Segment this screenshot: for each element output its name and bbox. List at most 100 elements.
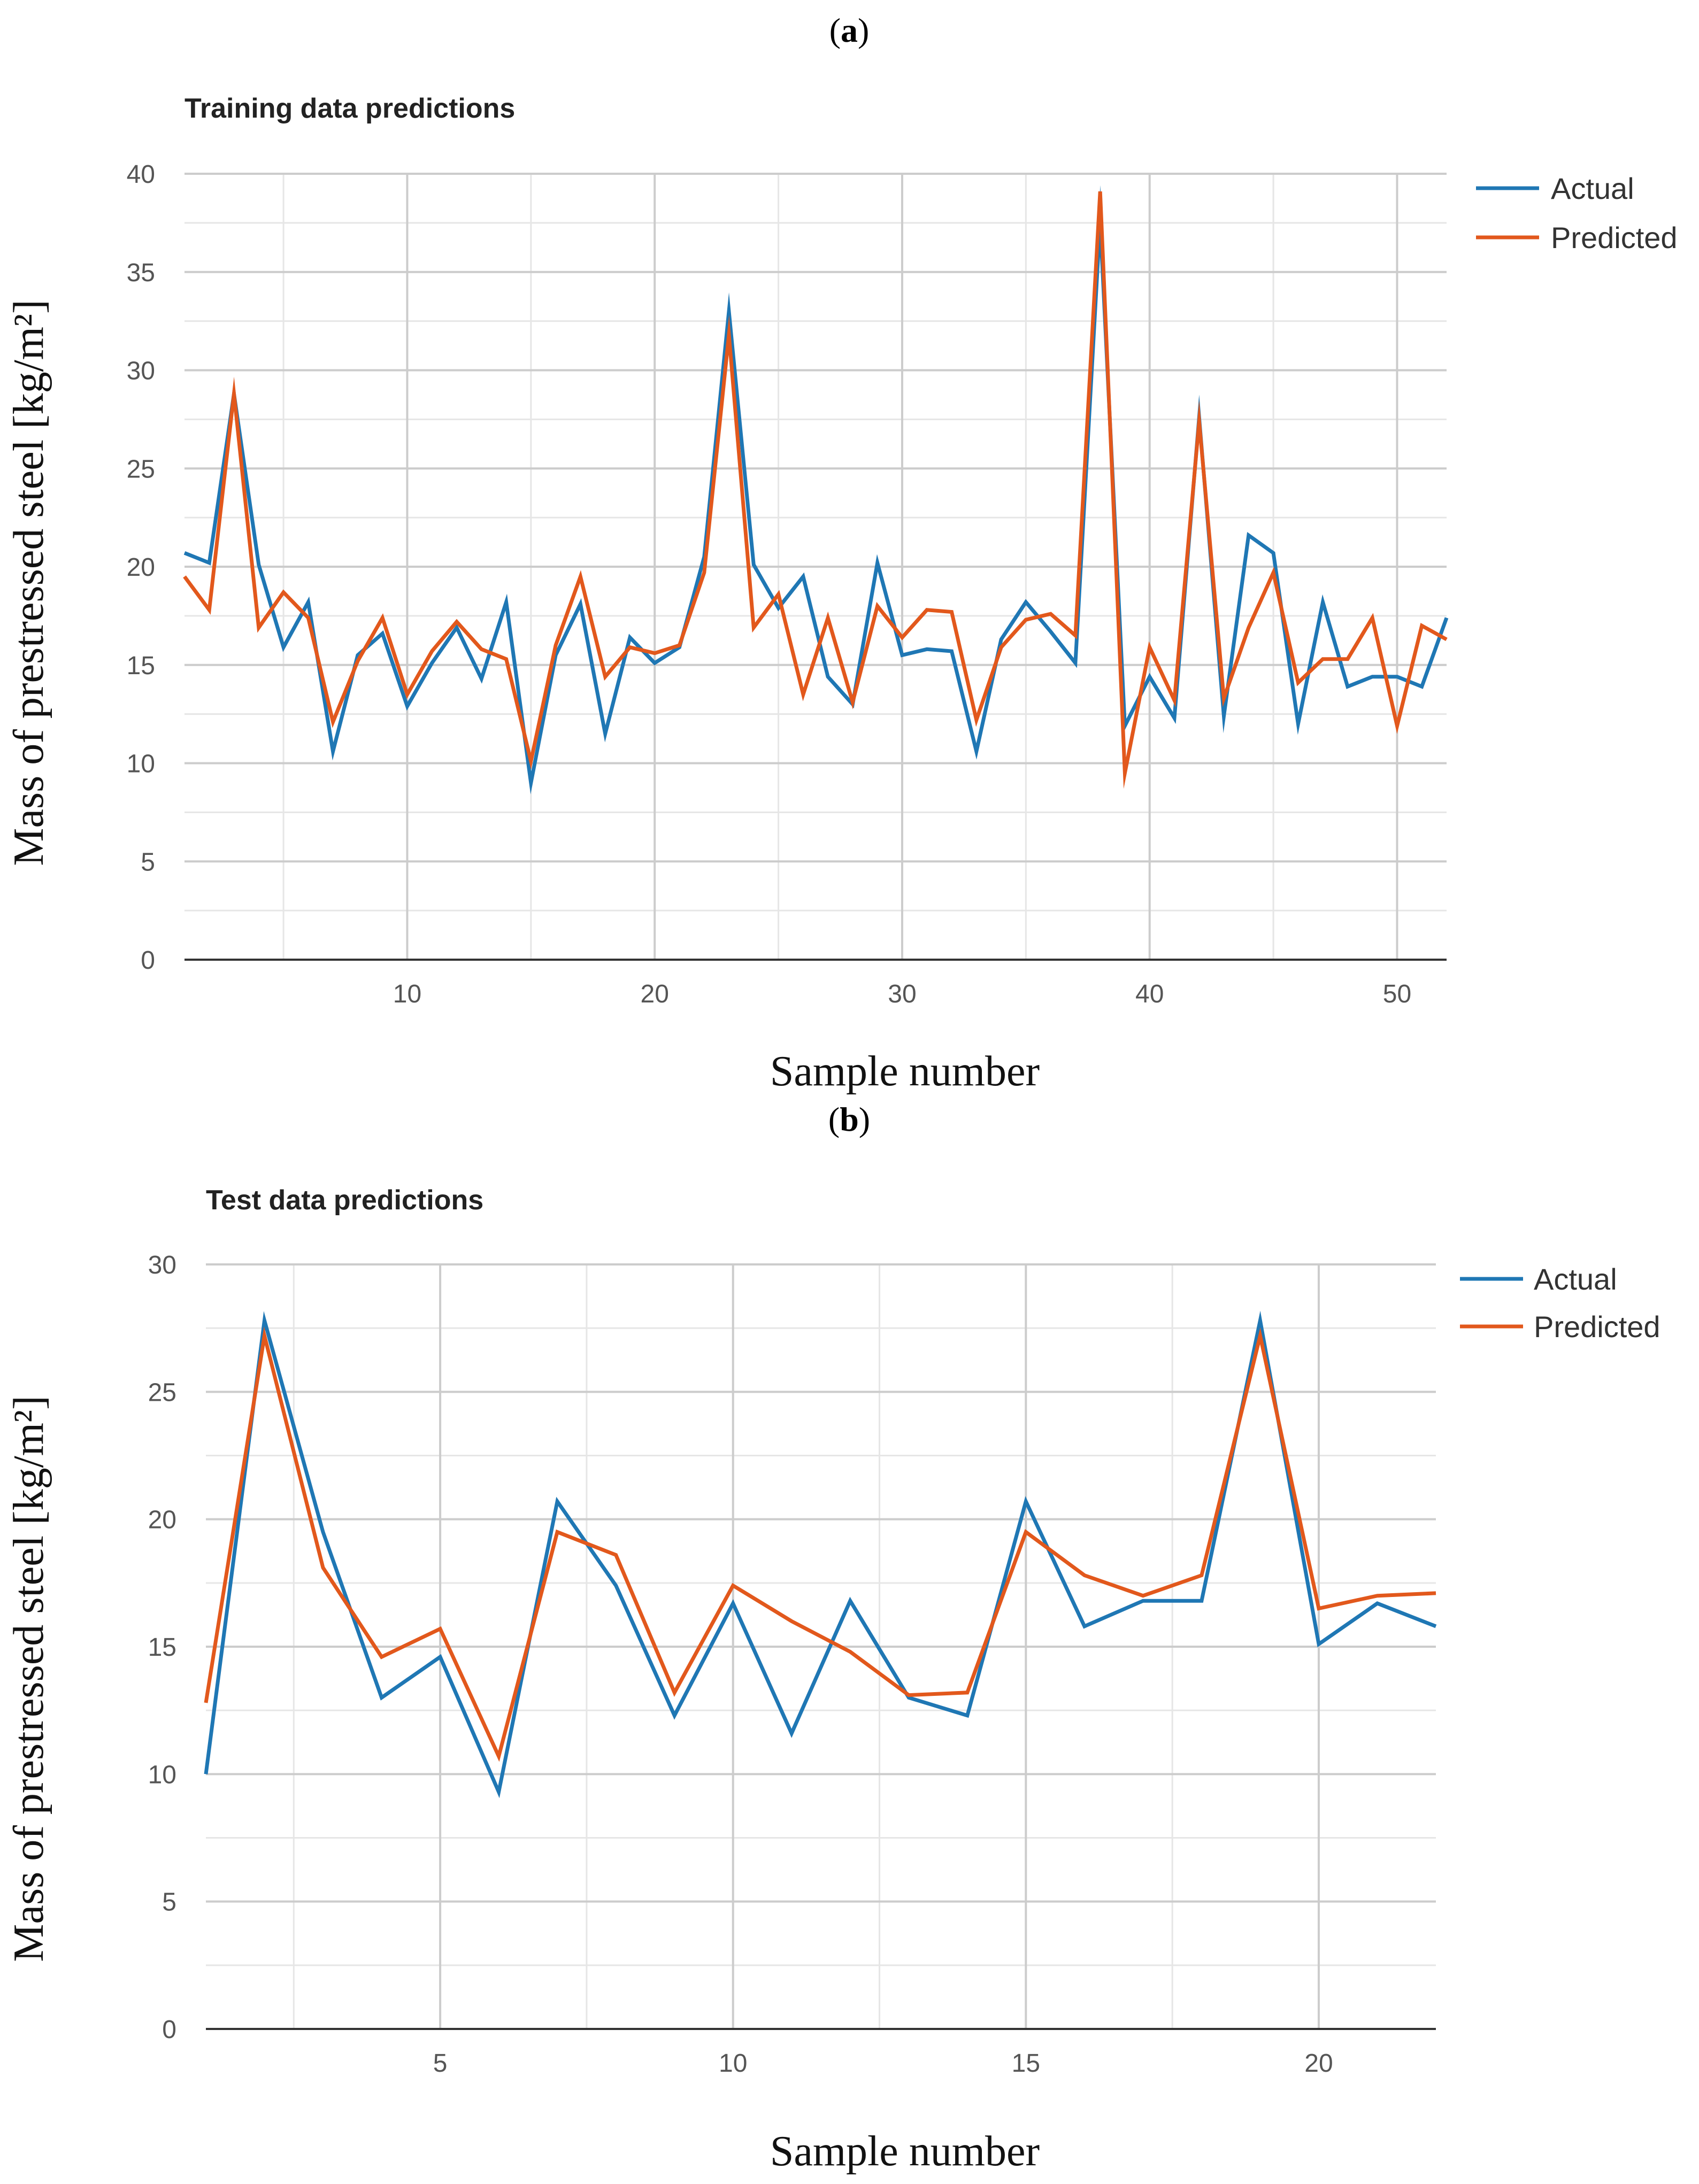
data-point-actual	[529, 781, 533, 784]
x-axis-label: Sample number	[770, 2128, 1040, 2175]
data-point-actual	[321, 1531, 325, 1534]
data-point-predicted	[257, 626, 260, 629]
data-point-predicted	[282, 591, 285, 594]
y-tick-label: 10	[148, 1761, 176, 1789]
data-point-predicted	[1123, 771, 1126, 775]
x-tick-label: 30	[888, 980, 916, 1008]
data-point-actual	[579, 603, 582, 606]
data-point-predicted	[554, 644, 557, 647]
data-point-actual	[966, 1714, 969, 1717]
data-point-actual	[1083, 1625, 1086, 1628]
data-point-actual	[1247, 534, 1250, 537]
data-point-actual	[732, 1602, 735, 1605]
data-point-actual	[790, 1732, 793, 1735]
y-tick-label: 5	[141, 848, 155, 876]
data-point-actual	[1024, 600, 1027, 604]
legend-actual-label: Actual	[1551, 172, 1634, 205]
data-point-predicted	[1247, 626, 1250, 629]
data-point-predicted	[480, 647, 483, 651]
data-point-actual	[497, 1791, 501, 1794]
data-point-predicted	[876, 605, 879, 608]
data-point-predicted	[1141, 1594, 1144, 1598]
grid	[184, 173, 1447, 961]
data-point-predicted	[1258, 1334, 1262, 1337]
y-tick-label: 5	[162, 1888, 176, 1917]
data-point-actual	[332, 750, 335, 753]
data-point-predicted	[851, 701, 854, 704]
data-point-actual	[975, 750, 978, 753]
data-point-predicted	[204, 1701, 207, 1704]
data-point-actual	[777, 606, 780, 609]
panel-label-a: (a)	[829, 11, 870, 49]
data-point-predicted	[1049, 612, 1052, 615]
test-chart: Test data predictions 0 5 10 15 20 25 30 5 10 15 2…	[5, 1185, 1660, 2175]
data-point-predicted	[1371, 616, 1374, 620]
series-line-predicted	[183, 191, 1448, 789]
data-point-predicted	[703, 571, 706, 574]
data-point-actual	[1375, 1602, 1379, 1605]
data-point-predicted	[380, 1655, 383, 1658]
x-tick-label: 10	[393, 980, 421, 1008]
data-point-predicted	[975, 719, 978, 722]
data-point-predicted	[183, 575, 186, 578]
data-point-predicted	[1272, 571, 1275, 574]
data-point-actual	[480, 677, 483, 680]
data-point-predicted	[1375, 1594, 1379, 1598]
y-tick-label: 25	[148, 1378, 176, 1407]
data-point-predicted	[1098, 190, 1102, 193]
data-point-actual	[826, 675, 829, 678]
chart-title: Test data predictions	[206, 1185, 483, 1216]
data-point-actual	[183, 551, 186, 554]
data-point-actual	[505, 600, 508, 604]
data-point-predicted	[381, 616, 384, 620]
data-point-predicted	[321, 1566, 325, 1569]
data-point-predicted	[966, 1691, 969, 1694]
data-point-predicted	[405, 693, 409, 696]
data-point-predicted	[263, 1334, 266, 1337]
data-point-predicted	[497, 1755, 501, 1758]
y-tick-label: 0	[162, 2016, 176, 2044]
y-tick-label: 0	[141, 946, 155, 975]
data-point-actual	[204, 1772, 207, 1776]
data-point-actual	[1223, 714, 1226, 717]
data-point-predicted	[1000, 646, 1003, 649]
data-point-predicted	[1434, 1592, 1437, 1595]
data-point-actual	[263, 1319, 266, 1322]
data-point-predicted	[727, 333, 731, 336]
series-line-actual	[183, 185, 1449, 794]
data-point-actual	[380, 1696, 383, 1699]
tick-labels: 0 5 10 15 20 25 30 5 10 15 20	[148, 1251, 1333, 2078]
data-point-predicted	[1197, 420, 1201, 423]
data-point-predicted	[1445, 638, 1448, 641]
data-point-predicted	[1317, 1607, 1320, 1610]
data-point-predicted	[505, 658, 508, 661]
data-point-actual	[1200, 1599, 1203, 1602]
data-point-predicted	[901, 636, 904, 639]
data-point-predicted	[1200, 1574, 1203, 1577]
data-point-predicted	[802, 693, 805, 696]
data-point-predicted	[1346, 658, 1349, 661]
data-point-predicted	[614, 1553, 618, 1556]
data-point-actual	[950, 650, 954, 653]
data-point-actual	[802, 575, 805, 578]
data-point-predicted	[732, 1584, 735, 1587]
data-point-actual	[1148, 675, 1151, 678]
data-point-actual	[628, 636, 632, 639]
data-point-actual	[381, 632, 384, 635]
data-point-actual	[1434, 1625, 1437, 1628]
data-point-actual	[727, 310, 731, 313]
x-tick-label: 10	[719, 2049, 747, 2078]
data-point-actual	[752, 563, 755, 566]
data-point-actual	[1024, 1500, 1027, 1503]
x-tick-label: 40	[1135, 980, 1164, 1008]
data-point-predicted	[332, 720, 335, 723]
data-point-predicted	[439, 1627, 442, 1631]
data-point-actual	[1272, 551, 1275, 554]
data-point-actual	[1074, 661, 1077, 665]
data-point-actual	[207, 561, 211, 565]
data-point-actual	[876, 561, 879, 565]
legend: Actual Predicted	[1476, 172, 1678, 254]
data-point-actual	[901, 653, 904, 657]
data-point-actual	[1173, 716, 1176, 720]
